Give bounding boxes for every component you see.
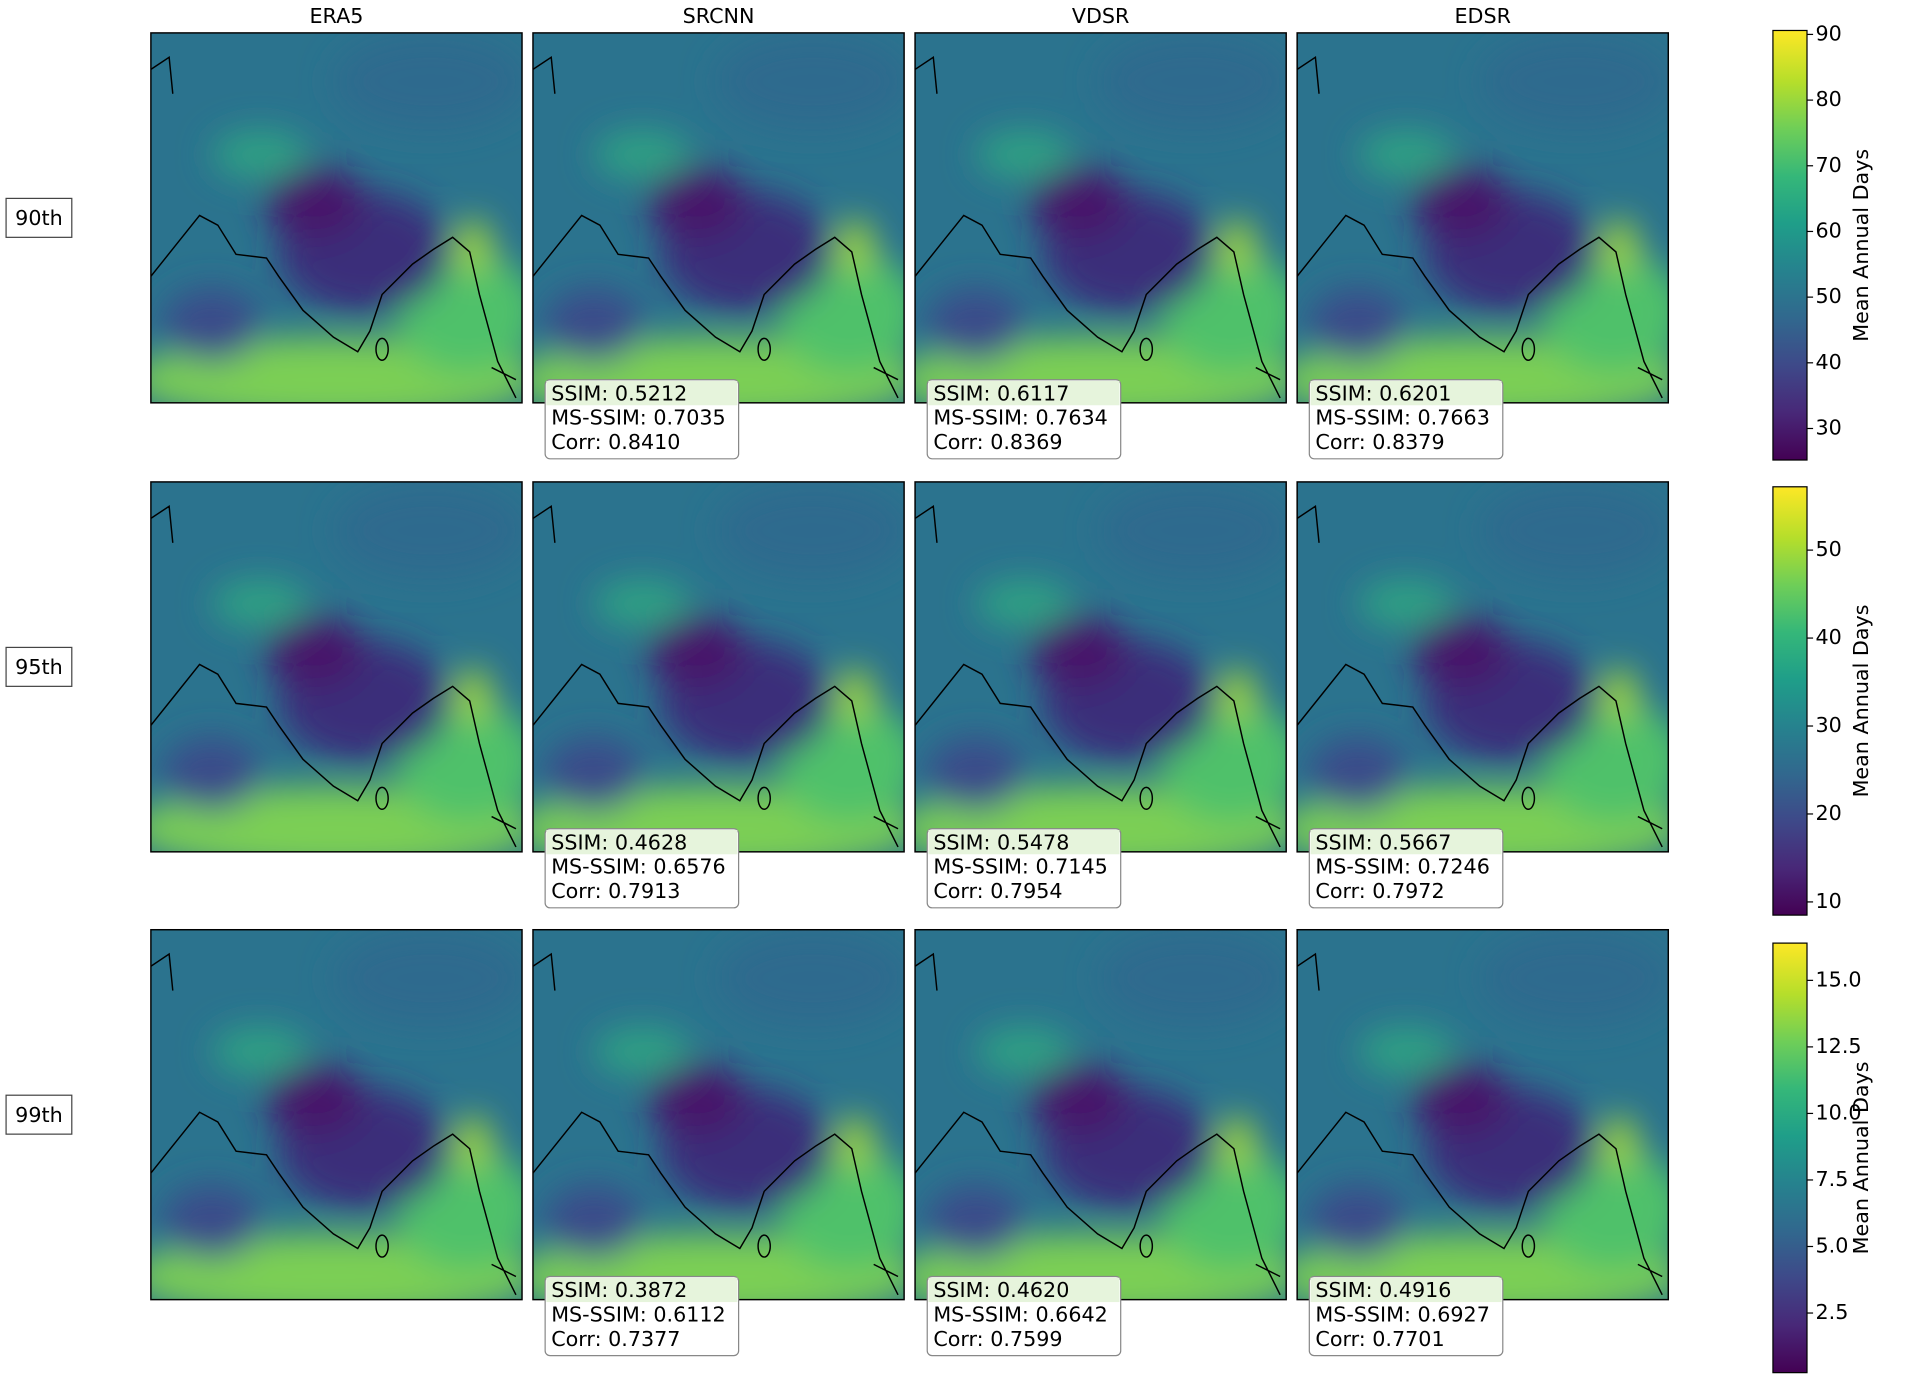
metric-text: Corr: 0.7954 (933, 879, 1062, 903)
metric-text: SSIM: 0.6201 (1315, 381, 1451, 405)
colorbar (1772, 942, 1808, 1374)
metrics-highlight (1310, 1277, 1502, 1303)
colorbar-tick-label: 80 (1816, 87, 1842, 111)
metric-text: Corr: 0.7599 (933, 1327, 1062, 1351)
map-panel (891, 482, 1305, 871)
metrics-highlight (928, 1277, 1120, 1303)
map-panel (509, 33, 923, 422)
column-title: VDSR (1072, 4, 1130, 28)
colorbar-label: Mean Annual Days (1849, 1061, 1873, 1254)
row-label-box (5, 1094, 73, 1135)
colorbar-tick-label: 5.0 (1816, 1233, 1849, 1257)
map-panel (127, 482, 541, 871)
metrics-highlight (546, 380, 738, 406)
colorbar-tick-label: 50 (1816, 284, 1842, 308)
metric-text: SSIM: 0.5667 (1315, 830, 1451, 854)
metric-text: MS-SSIM: 0.7634 (933, 406, 1107, 430)
colorbar-tick-label: 90 (1816, 21, 1842, 45)
colorbar-tick-label: 15.0 (1816, 967, 1862, 991)
map-panel (891, 33, 1305, 422)
metric-text: SSIM: 0.3872 (551, 1278, 687, 1302)
column-title: EDSR (1454, 4, 1510, 28)
colorbar-tick-label: 60 (1816, 218, 1842, 242)
colorbar-label: Mean Annual Days (1849, 604, 1873, 797)
colorbar-tick-label: 30 (1816, 415, 1842, 439)
metric-text: SSIM: 0.6117 (933, 381, 1069, 405)
colorbar-label: Mean Annual Days (1849, 149, 1873, 342)
colorbar-tick-label: 20 (1816, 801, 1842, 825)
row-label-box (5, 197, 73, 238)
metric-text: MS-SSIM: 0.7246 (1315, 855, 1489, 879)
metric-text: SSIM: 0.4916 (1315, 1278, 1451, 1302)
metrics-highlight (1310, 380, 1502, 406)
row-label: 90th (15, 206, 63, 230)
row-label-box (5, 646, 73, 687)
metric-text: Corr: 0.8379 (1315, 430, 1444, 454)
row-label: 95th (15, 655, 63, 679)
map-panel (127, 930, 541, 1319)
colorbar-tick-label: 10.0 (1816, 1100, 1862, 1124)
metric-text: Corr: 0.8410 (551, 430, 680, 454)
metric-text: Corr: 0.7972 (1315, 879, 1444, 903)
map-panel (509, 930, 923, 1319)
metric-text: Corr: 0.7377 (551, 1327, 680, 1351)
row-label: 99th (15, 1103, 63, 1127)
metrics-highlight (928, 829, 1120, 855)
metric-text: MS-SSIM: 0.6112 (551, 1302, 725, 1326)
metric-text: MS-SSIM: 0.7145 (933, 855, 1107, 879)
colorbar-tick-label: 10 (1816, 889, 1842, 913)
colorbar-tick-label: 7.5 (1816, 1167, 1849, 1191)
metric-text: Corr: 0.7701 (1315, 1327, 1444, 1351)
metric-text: SSIM: 0.5478 (933, 830, 1069, 854)
colorbar-tick-label: 40 (1816, 350, 1842, 374)
map-panel (891, 930, 1305, 1319)
metric-text: SSIM: 0.5212 (551, 381, 687, 405)
colorbar-tick-label: 70 (1816, 153, 1842, 177)
metric-text: SSIM: 0.4628 (551, 830, 687, 854)
metrics-highlight (1310, 829, 1502, 855)
colorbar (1772, 29, 1808, 461)
metric-text: MS-SSIM: 0.6927 (1315, 1302, 1489, 1326)
metric-text: MS-SSIM: 0.7663 (1315, 406, 1489, 430)
map-panel (127, 33, 541, 422)
metric-text: MS-SSIM: 0.7035 (551, 406, 725, 430)
colorbar-tick-label: 30 (1816, 713, 1842, 737)
metrics-highlight (546, 1277, 738, 1303)
metric-text: Corr: 0.7913 (551, 879, 680, 903)
map-panel (509, 482, 923, 871)
colorbar-tick-label: 40 (1816, 625, 1842, 649)
metric-text: MS-SSIM: 0.6576 (551, 855, 725, 879)
metrics-highlight (546, 829, 738, 855)
column-title: SRCNN (683, 4, 755, 28)
metric-text: Corr: 0.8369 (933, 430, 1062, 454)
metric-text: SSIM: 0.4620 (933, 1278, 1069, 1302)
map-panel (1273, 930, 1687, 1319)
metrics-highlight (928, 380, 1120, 406)
colorbar-tick-label: 2.5 (1816, 1300, 1849, 1324)
metric-text: MS-SSIM: 0.6642 (933, 1302, 1107, 1326)
colorbar (1772, 486, 1808, 916)
map-panel (1273, 482, 1687, 871)
colorbar-tick-label: 12.5 (1816, 1034, 1862, 1058)
column-title: ERA5 (310, 4, 364, 28)
map-panel (1273, 33, 1687, 422)
colorbar-tick-label: 50 (1816, 537, 1842, 561)
